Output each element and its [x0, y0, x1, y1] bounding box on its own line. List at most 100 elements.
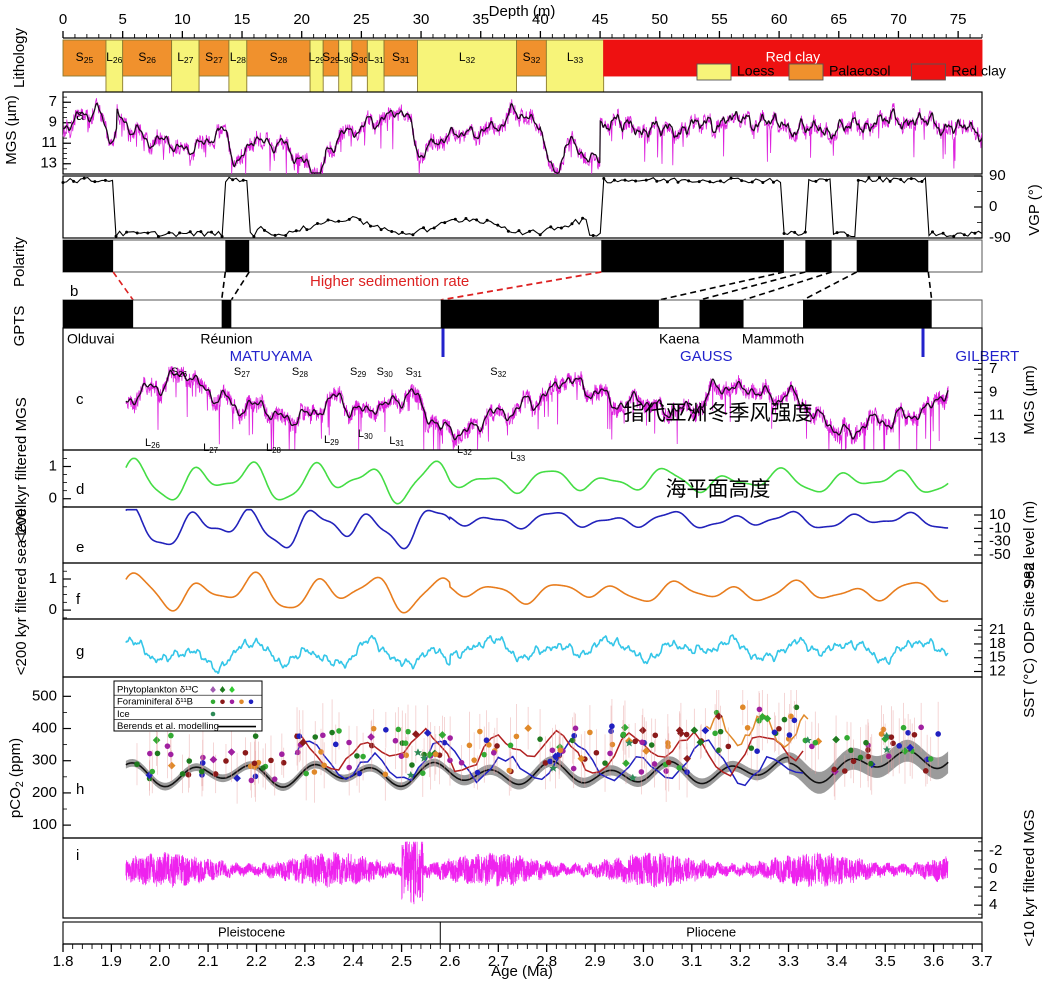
pco2-proxy-point [168, 732, 174, 739]
pco2-proxy-line [294, 727, 804, 777]
pco2-proxy-point [167, 761, 176, 770]
panel-c-ytick: 7 [989, 360, 997, 377]
age-tick-label: 3.7 [972, 953, 993, 970]
pco2-proxy-point [758, 712, 767, 721]
pco2-proxy-line [294, 737, 804, 787]
panel-a-id: a [76, 107, 85, 124]
pco2-proxy-point [513, 733, 520, 740]
pco2-legend-marker [219, 685, 226, 693]
pco2-proxy-point [607, 750, 613, 757]
vgp-ytick: 90 [989, 167, 1006, 184]
pco2-proxy-point [311, 769, 318, 775]
lithology-unit-label: S26 [138, 50, 156, 65]
correlation-line [220, 271, 227, 301]
pco2-legend-box [113, 680, 263, 732]
pco2-proxy-point [609, 741, 616, 748]
pco2-proxy-point [776, 725, 782, 732]
polarity-normal-band [856, 240, 929, 272]
pco2-proxy-point [638, 769, 645, 775]
pco2-proxy-point [896, 743, 903, 749]
correlation-line [699, 271, 806, 301]
lithology-unit-label: S25 [76, 50, 94, 65]
polarity-normal-band [805, 240, 832, 272]
panel-c-loess-label: L27 [203, 442, 218, 455]
lithology-unit-label: L30 [337, 50, 353, 65]
pco2-proxy-point [812, 739, 819, 746]
lithology-unit-label: S31 [392, 50, 410, 65]
lithology-axis-label: Lithology [11, 27, 28, 88]
pco2-proxy-point [786, 732, 793, 738]
age-tick-label: 3.1 [681, 953, 702, 970]
pco2-proxy-point [164, 743, 171, 749]
pco2-proxy-point [403, 752, 410, 759]
pco2-proxy-point [242, 749, 249, 756]
panel-a-ylabel: MGS (µm) [3, 95, 20, 164]
pco2-proxy-point [882, 745, 891, 754]
age-tick-label: 2.6 [440, 953, 461, 970]
pco2-proxy-point [152, 736, 161, 744]
panel-c-ytick: 9 [989, 383, 997, 400]
polarity-normal-band [601, 240, 784, 272]
lithology-legend-label: Red clay [951, 63, 1005, 79]
pco2-proxy-point [577, 754, 586, 763]
pco2-proxy-point [865, 753, 871, 760]
pco2-legend-label: Ice [117, 709, 130, 720]
panel-c-id: c [76, 391, 84, 408]
panel-a-ytick: 11 [41, 134, 57, 151]
panel-e-ytick: -30 [989, 533, 1011, 550]
lithology-unit-label: L29 [308, 50, 324, 65]
pco2-proxy-point [675, 726, 684, 735]
pco2-proxy-point [321, 762, 327, 769]
lithology-panel: Lithology S25 L26 S26 L27 S27 L28 S28 L29S29L30… [11, 27, 1006, 93]
depth-tick-label: 10 [174, 11, 191, 28]
age-tick-label: 3.2 [730, 953, 751, 970]
depth-axis-title: Depth (m) [489, 3, 556, 20]
gpts-chron-label: Mammoth [742, 331, 804, 347]
pco2-proxy-point [312, 734, 319, 740]
lithology-unit: S31 [383, 39, 418, 77]
lithology-unit: L31 [366, 39, 385, 93]
pco2-proxy-point [844, 735, 850, 741]
lithology-unit: L28 [228, 39, 248, 93]
panel-d-ytick: 1 [49, 457, 57, 474]
age-tick-label: 2.3 [294, 953, 315, 970]
panel-g-ytick: 18 [989, 635, 1006, 652]
pco2-proxy-point [438, 731, 447, 739]
pco2-proxy-point [447, 757, 453, 764]
depth-tick-label: 70 [890, 11, 907, 28]
pco2-proxy-point [423, 729, 432, 737]
pco2-proxy-point [551, 752, 560, 761]
lithology-unit-label: L27 [177, 50, 193, 65]
pco2-proxy-point [260, 765, 266, 771]
pco2-proxy-point [867, 760, 874, 767]
correlation-line [927, 271, 933, 301]
lithology-unit-label: L31 [368, 50, 384, 65]
pco2-proxy-point [725, 743, 732, 750]
pco2-proxy-point [571, 732, 577, 739]
panel-d-id: d [76, 481, 84, 498]
age-tick-label: 2.5 [391, 953, 412, 970]
pco2-proxy-point [409, 762, 415, 768]
pco2-proxy-point [507, 742, 514, 749]
pco2-proxy-point [149, 768, 156, 775]
panel-i-ytick: 4 [989, 896, 997, 913]
pco2-legend-label: Berends et al. modelling [117, 721, 219, 732]
panel-a-ytick: 13 [40, 155, 57, 172]
pco2-proxy-point [252, 773, 259, 780]
pco2-proxy-point [134, 761, 140, 768]
pco2-proxy-point [848, 747, 854, 754]
pco2-proxy-point [683, 731, 690, 738]
age-tick-label: 2.9 [585, 953, 606, 970]
pco2-proxy-point [419, 770, 426, 776]
pco2-proxy-point [809, 743, 815, 750]
pco2-legend-marker [210, 699, 216, 705]
gpts-axis-label: GPTS [11, 306, 28, 347]
pco2-proxy-point [609, 723, 615, 730]
polarity-normal-band [63, 240, 114, 272]
polarity-axis-label: Polarity [11, 236, 28, 287]
panel-i-id: i [76, 847, 79, 864]
pco2-proxy-point [900, 724, 907, 731]
age-tick-label: 2.8 [536, 953, 557, 970]
correlation-line [658, 271, 785, 301]
depth-tick-label: 50 [651, 11, 668, 28]
